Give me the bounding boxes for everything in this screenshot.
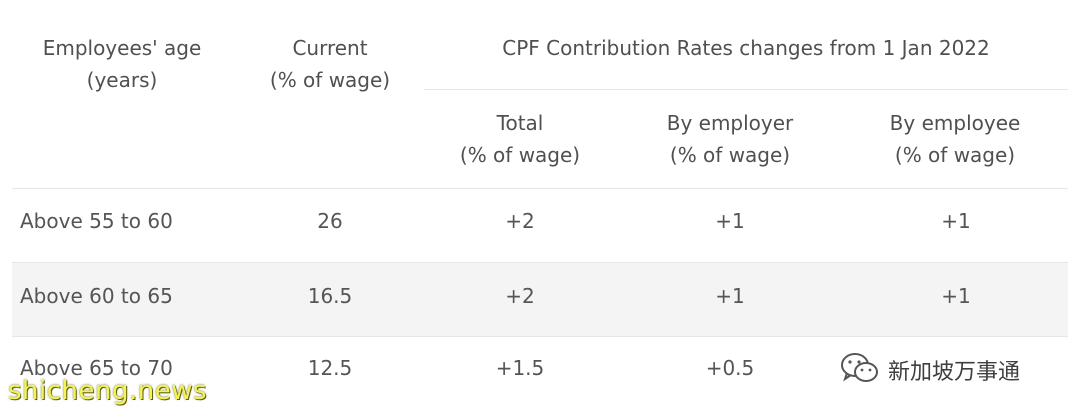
header-total: Total (% of wage) — [430, 107, 610, 171]
row-3-current: 12.5 — [307, 356, 353, 380]
header-current-line1: Current — [292, 36, 368, 60]
header-total-line2: (% of wage) — [459, 143, 581, 167]
header-bottom-divider — [12, 188, 1068, 189]
row-2-age: Above 60 to 65 — [20, 284, 173, 308]
header-employee: By employee (% of wage) — [855, 107, 1055, 171]
row-divider — [12, 336, 1068, 337]
header-employer-line1: By employer — [666, 111, 794, 135]
row-3-employer: +0.5 — [705, 356, 755, 380]
row-3-age: Above 65 to 70 — [20, 356, 173, 380]
row-1-total: +2 — [505, 209, 535, 233]
row-1-age: Above 55 to 60 — [20, 209, 173, 233]
header-employee-line1: By employee — [889, 111, 1021, 135]
wechat-icon — [840, 351, 880, 389]
header-total-line1: Total — [496, 111, 544, 135]
row-band — [12, 262, 1068, 336]
row-2-current: 16.5 — [307, 284, 353, 308]
row-3-total: +1.5 — [495, 356, 545, 380]
header-age-line1: Employees' age — [42, 36, 202, 60]
header-age-line2: (years) — [86, 68, 158, 92]
row-1-employer: +1 — [715, 209, 745, 233]
header-employee-line2: (% of wage) — [894, 143, 1016, 167]
row-2-total: +2 — [505, 284, 535, 308]
wechat-account-name: 新加坡万事通 — [888, 360, 1021, 385]
header-employer: By employer (% of wage) — [630, 107, 830, 171]
header-current-line2: (% of wage) — [269, 68, 391, 92]
header-employer-line2: (% of wage) — [669, 143, 791, 167]
row-divider — [12, 262, 1068, 263]
row-1-employee: +1 — [941, 209, 971, 233]
site-watermark: shicheng.news — [8, 376, 208, 406]
header-group: CPF Contribution Rates changes from 1 Ja… — [502, 36, 990, 60]
wechat-account-tag: 新加坡万事通 — [840, 350, 1020, 390]
row-1-current: 26 — [317, 209, 343, 233]
row-2-employer: +1 — [715, 284, 745, 308]
header-group-divider — [424, 89, 1068, 90]
header-current: Current (% of wage) — [240, 32, 420, 96]
row-2-employee: +1 — [941, 284, 971, 308]
header-age: Employees' age (years) — [22, 32, 222, 96]
